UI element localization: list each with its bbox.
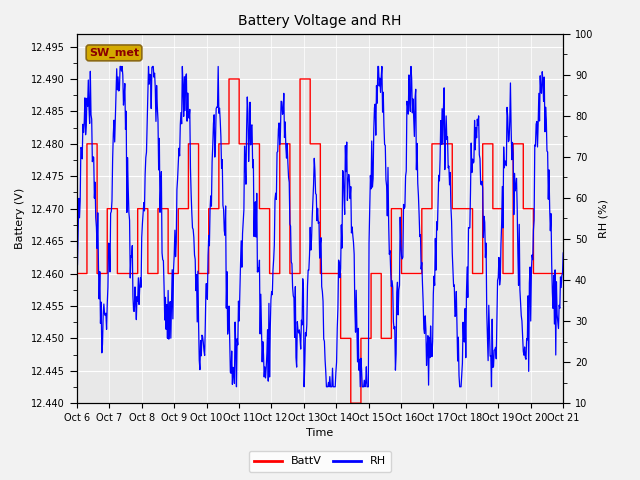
Y-axis label: RH (%): RH (%): [599, 199, 609, 238]
Title: Battery Voltage and RH: Battery Voltage and RH: [238, 14, 402, 28]
Y-axis label: Battery (V): Battery (V): [15, 188, 26, 249]
Text: SW_met: SW_met: [89, 48, 139, 58]
Legend: BattV, RH: BattV, RH: [249, 451, 391, 472]
X-axis label: Time: Time: [307, 429, 333, 438]
